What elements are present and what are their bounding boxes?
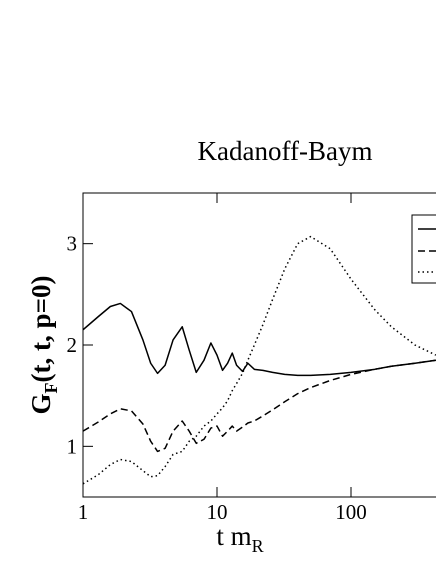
plot-area — [83, 235, 436, 485]
y-label-rest: (t, t, — [26, 328, 56, 382]
y-axis-label: GF(t, t, p=0) — [26, 276, 61, 415]
x-axis-label: t mR — [216, 521, 263, 556]
y-label-end: ) — [26, 276, 56, 285]
y-label-bold: p=0 — [26, 285, 56, 329]
y-tick-label: 2 — [67, 333, 78, 357]
legend-box — [411, 214, 436, 284]
x-tick-label: 1 — [78, 500, 89, 524]
x-tick-label: 100 — [335, 500, 367, 524]
series-line — [83, 235, 436, 485]
x-tick-label: 10 — [207, 500, 228, 524]
x-label-main: t m — [216, 521, 251, 551]
legend — [411, 214, 436, 284]
series-line — [83, 302, 436, 377]
plot-frame — [82, 192, 436, 498]
y-tick-label: 3 — [67, 232, 78, 256]
y-label-main: G — [26, 393, 56, 414]
y-label-sub: F — [41, 382, 61, 393]
x-label-sub: R — [252, 536, 264, 556]
chart-title: Kadanoff-Baym — [198, 136, 373, 166]
series-line — [83, 359, 436, 453]
y-tick-label: 1 — [67, 434, 78, 458]
